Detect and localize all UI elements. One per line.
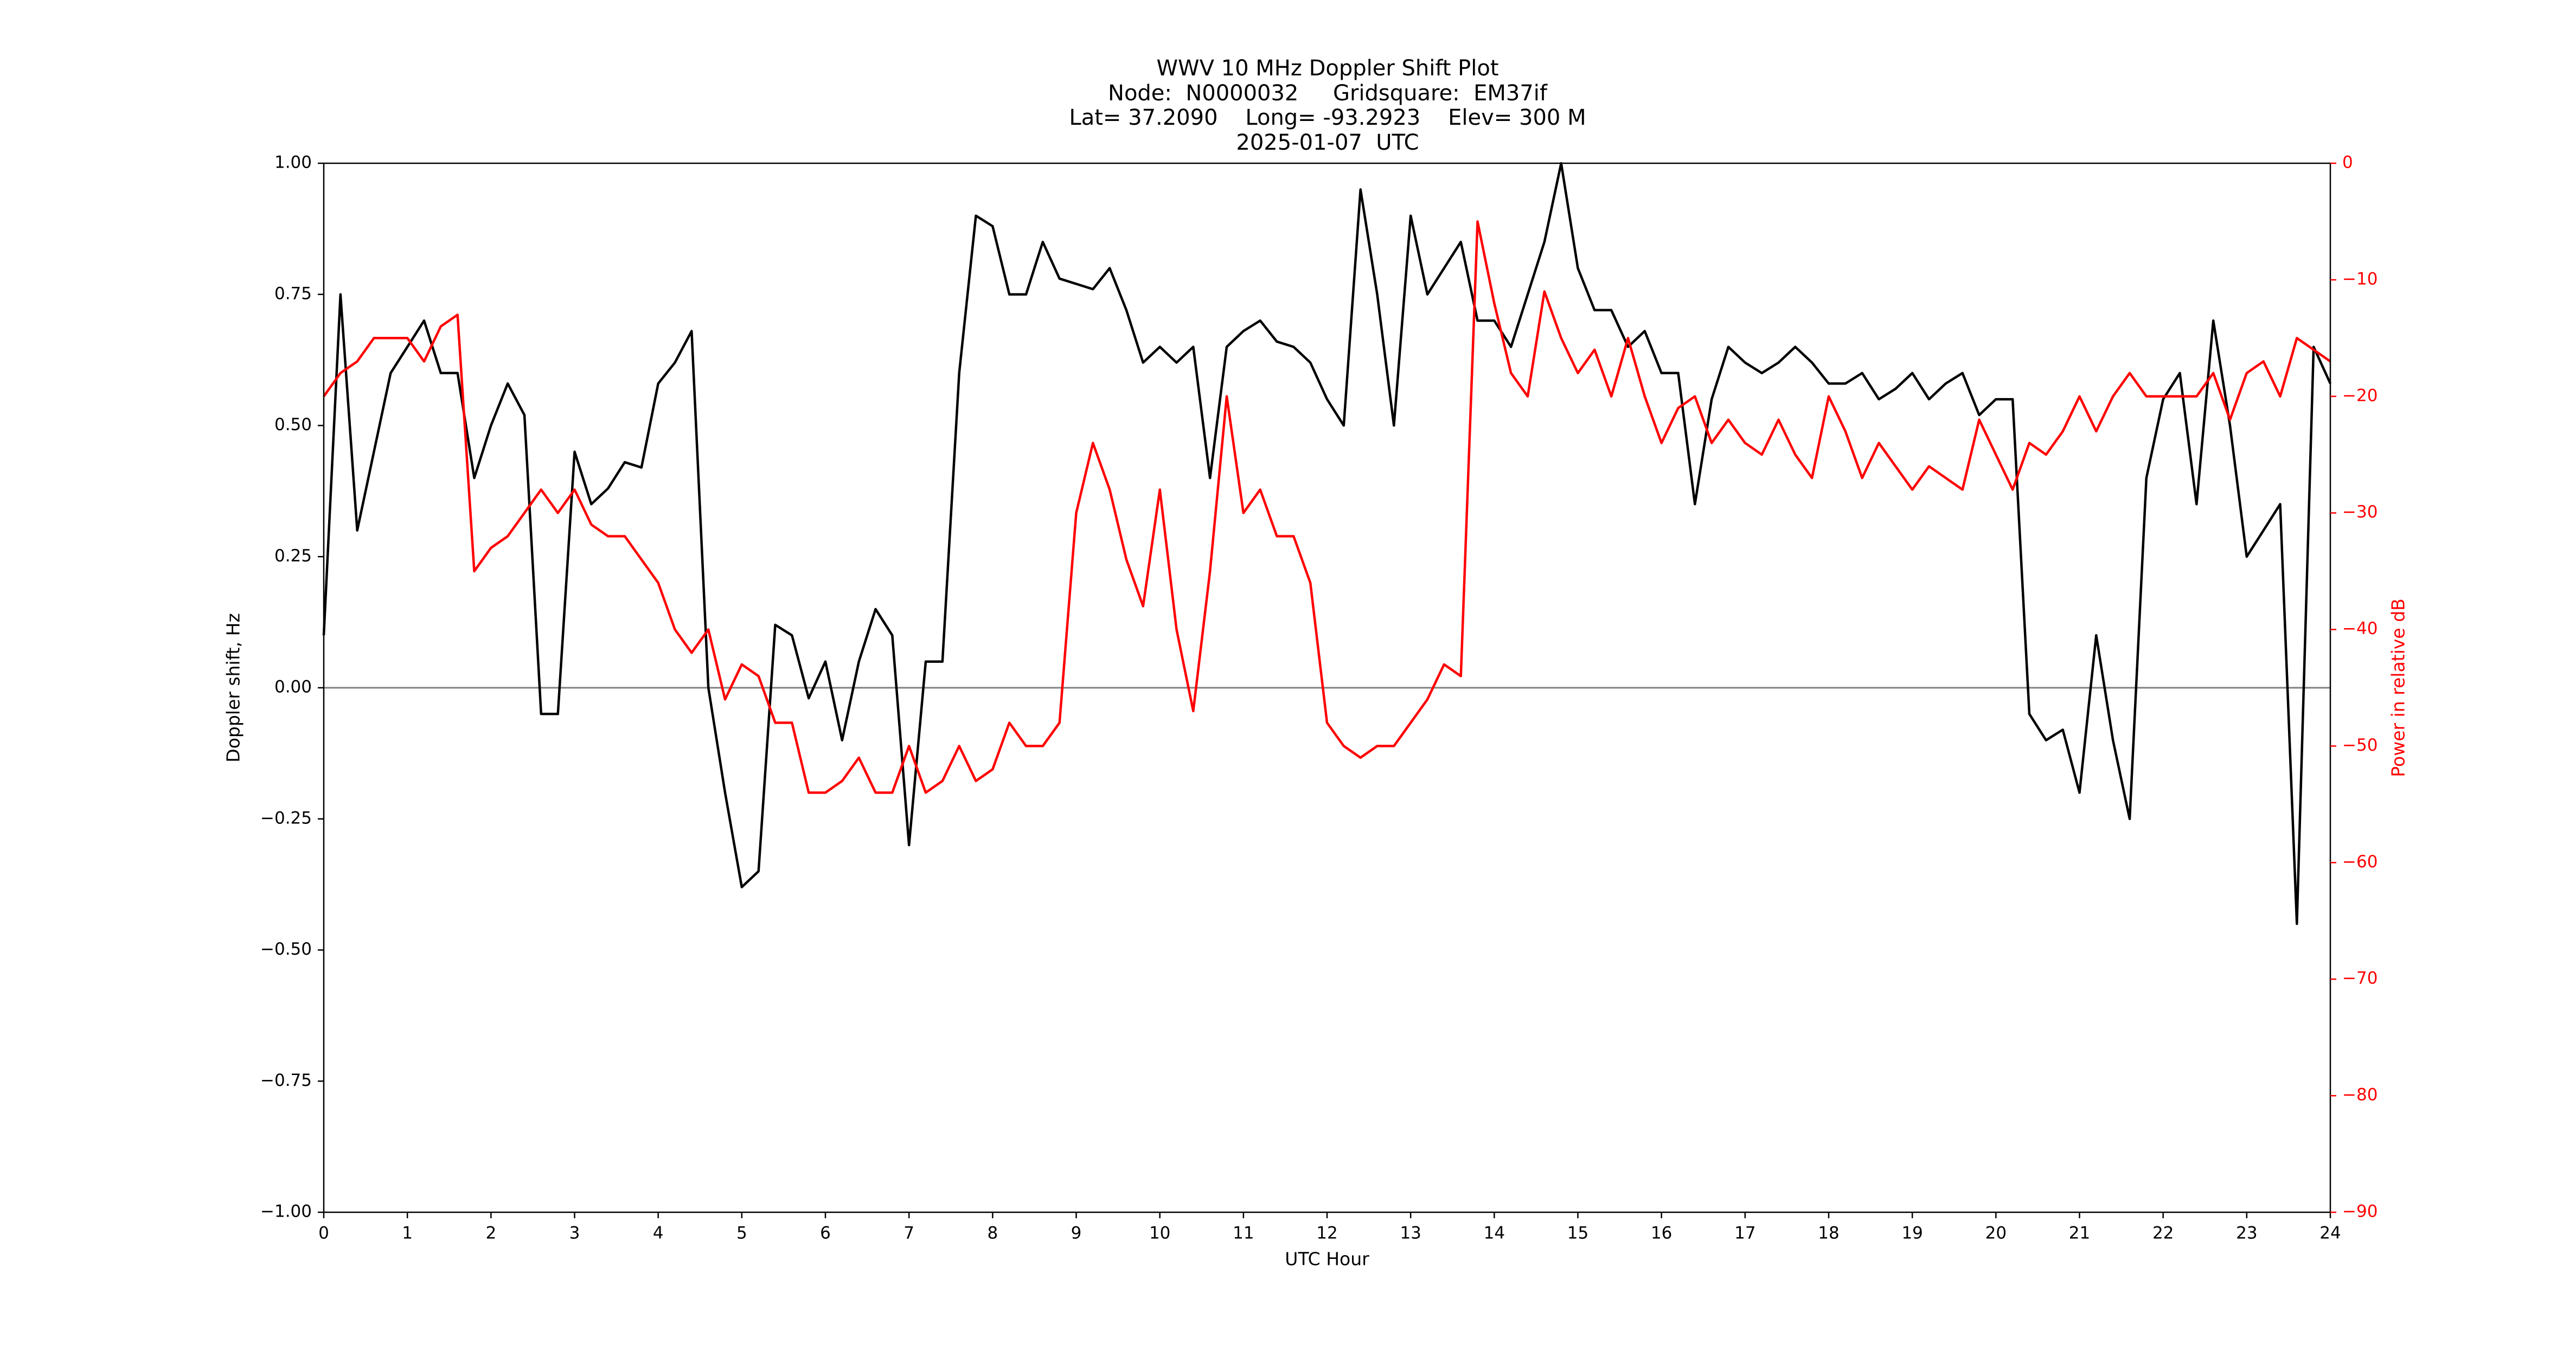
y-tick-label: −1.00: [260, 1202, 312, 1221]
chart-title: Node: N0000032 Gridsquare: EM37if: [1108, 81, 1548, 106]
y-tick-label: 0.75: [274, 284, 312, 303]
x-tick-label: 4: [653, 1224, 664, 1243]
y2-tick-label: −70: [2342, 969, 2378, 988]
y-tick-label: −0.75: [260, 1071, 312, 1090]
x-tick-label: 8: [987, 1224, 998, 1243]
x-tick-label: 14: [1484, 1224, 1505, 1243]
y2-tick-label: −90: [2342, 1202, 2378, 1221]
x-tick-label: 16: [1651, 1224, 1672, 1243]
x-tick-label: 15: [1567, 1224, 1588, 1243]
x-tick-label: 11: [1233, 1224, 1254, 1243]
y-tick-label: 0.25: [274, 546, 312, 566]
chart-title: 2025-01-07 UTC: [1236, 130, 1419, 155]
y2-axis-label: Power in relative dB: [2388, 598, 2409, 777]
y-tick-label: 0.00: [274, 677, 312, 697]
x-tick-label: 12: [1316, 1224, 1337, 1243]
y2-tick-label: −20: [2342, 386, 2378, 405]
x-tick-label: 19: [1901, 1224, 1923, 1243]
x-tick-label: 22: [2152, 1224, 2174, 1243]
x-axis-label: UTC Hour: [1285, 1249, 1369, 1270]
y2-tick-label: −50: [2342, 735, 2378, 755]
y-tick-label: 1.00: [274, 153, 312, 172]
x-tick-label: 23: [2236, 1224, 2257, 1243]
x-tick-label: 2: [485, 1224, 496, 1243]
y2-tick-label: −40: [2342, 619, 2378, 638]
y-axis-label: Doppler shift, Hz: [223, 613, 244, 762]
x-tick-label: 0: [318, 1224, 329, 1243]
x-tick-label: 7: [903, 1224, 914, 1243]
y2-tick-label: −60: [2342, 852, 2378, 872]
y-tick-label: 0.50: [274, 415, 312, 434]
y2-tick-label: −80: [2342, 1085, 2378, 1105]
x-tick-label: 21: [2069, 1224, 2090, 1243]
x-tick-label: 5: [736, 1224, 747, 1243]
y2-tick-label: 0: [2342, 153, 2353, 172]
y-tick-label: −0.25: [260, 808, 312, 828]
x-tick-label: 10: [1149, 1224, 1170, 1243]
chart-title: WWV 10 MHz Doppler Shift Plot: [1156, 56, 1498, 81]
x-tick-label: 3: [569, 1224, 580, 1243]
x-tick-label: 9: [1071, 1224, 1082, 1243]
x-tick-label: 1: [402, 1224, 413, 1243]
x-tick-label: 20: [1985, 1224, 2007, 1243]
y2-tick-label: −10: [2342, 269, 2378, 289]
x-tick-label: 24: [2319, 1224, 2341, 1243]
line-series: [323, 220, 2331, 794]
x-tick-label: 18: [1818, 1224, 1839, 1243]
x-tick-label: 13: [1400, 1224, 1421, 1243]
chart-title: Lat= 37.2090 Long= -93.2923 Elev= 300 M: [1069, 105, 1586, 130]
y-tick-label: −0.50: [260, 939, 312, 959]
x-tick-label: 17: [1734, 1224, 1755, 1243]
y2-tick-label: −30: [2342, 502, 2378, 522]
line-series: [322, 162, 2332, 925]
x-tick-label: 6: [820, 1224, 831, 1243]
